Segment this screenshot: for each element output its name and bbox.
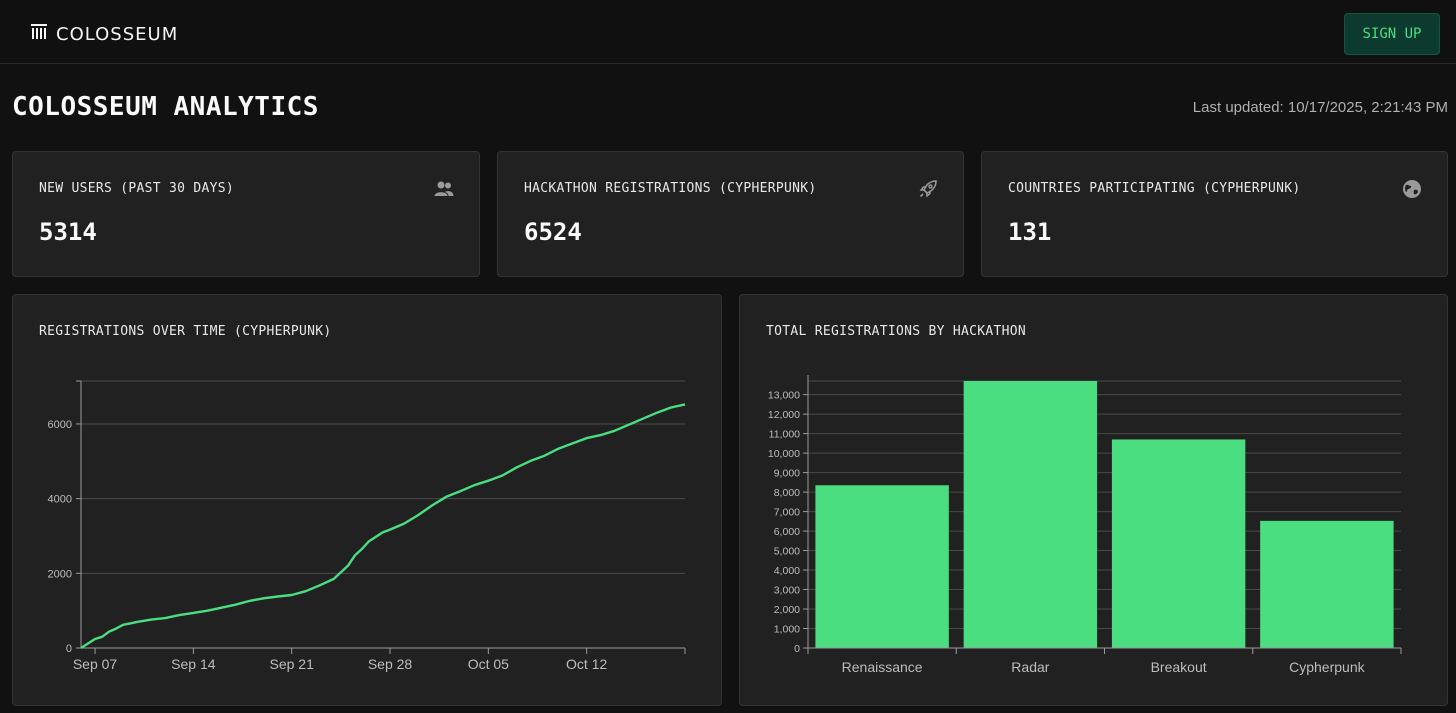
x-tick-label: Sep 07 (73, 656, 118, 672)
page-title: COLOSSEUM ANALYTICS (12, 92, 319, 122)
stat-value: 5314 (39, 218, 97, 246)
y-tick-label: 6000 (48, 419, 72, 431)
y-tick-label: 2,000 (774, 604, 800, 616)
globe-icon (1401, 178, 1423, 200)
x-tick-label: Cypherpunk (1289, 659, 1365, 675)
registrations-over-time-card: REGISTRATIONS OVER TIME (CYPHERPUNK) 0 20… (12, 294, 722, 706)
x-tick-label: Radar (1011, 659, 1049, 675)
y-tick-label: 12,000 (768, 409, 800, 421)
chart-title: REGISTRATIONS OVER TIME (CYPHERPUNK) (39, 324, 332, 339)
sign-up-button[interactable]: SIGN UP (1344, 13, 1440, 55)
y-tick-label: 6,000 (774, 526, 800, 538)
y-tick-label: 0 (66, 643, 72, 655)
y-tick-label: 2000 (48, 568, 72, 580)
y-tick-label: 1,000 (774, 624, 800, 636)
y-tick-label: 10,000 (768, 448, 800, 460)
colosseum-logo-icon (30, 23, 48, 46)
x-tick-label: Sep 14 (171, 656, 216, 672)
y-tick-label: 11,000 (769, 429, 800, 441)
logo-text: COLOSSEUM (56, 23, 179, 45)
total-registrations-card: TOTAL REGISTRATIONS BY HACKATHON 0 1,000 2… (739, 294, 1448, 706)
x-tick-label: Oct 12 (566, 656, 607, 672)
bar-chart: 0 1,000 2,000 3,000 4,000 5,000 6,000 7,000 8,00… (768, 375, 1402, 675)
series-line-registrations (80, 403, 686, 650)
rocket-icon (917, 178, 939, 200)
stat-label: HACKATHON REGISTRATIONS (CYPHERPUNK) (524, 181, 817, 196)
stat-value: 6524 (524, 218, 582, 246)
top-navbar: COLOSSEUM SIGN UP (0, 0, 1456, 64)
bar-cypherpunk (1260, 520, 1394, 648)
x-tick-label: Renaissance (842, 659, 923, 675)
stat-label: NEW USERS (PAST 30 DAYS) (39, 181, 235, 196)
y-tick-label: 5,000 (774, 546, 800, 558)
y-tick-label: 9,000 (774, 468, 800, 480)
y-tick-label: 3,000 (774, 585, 800, 597)
stat-card-countries: COUNTRIES PARTICIPATING (CYPHERPUNK) 131 (981, 151, 1448, 277)
users-icon (433, 178, 455, 200)
y-tick-label: 0 (794, 643, 800, 655)
x-tick-label: Sep 28 (368, 656, 413, 672)
x-tick-label: Oct 05 (468, 656, 509, 672)
stat-card-new-users: NEW USERS (PAST 30 DAYS) 5314 (12, 151, 480, 277)
y-tick-label: 7,000 (774, 507, 800, 519)
bar-renaissance (815, 485, 949, 648)
y-tick-label: 13,000 (768, 390, 800, 402)
stat-value: 131 (1008, 218, 1052, 246)
last-updated-text: Last updated: 10/17/2025, 2:21:43 PM (1192, 99, 1448, 116)
bar-radar (963, 381, 1098, 648)
bar-breakout (1111, 439, 1246, 648)
chart-title: TOTAL REGISTRATIONS BY HACKATHON (766, 324, 1027, 339)
y-tick-label: 8,000 (774, 487, 800, 499)
y-tick-label: 4000 (48, 494, 72, 506)
stat-label: COUNTRIES PARTICIPATING (CYPHERPUNK) (1008, 181, 1301, 196)
line-chart: 0 2000 4000 6000 Sep 07 Sep 14 Sep 21 Sep 28 Oct… (48, 380, 686, 672)
y-tick-label: 4,000 (774, 565, 800, 577)
logo[interactable]: COLOSSEUM (30, 22, 178, 46)
stat-card-registrations: HACKATHON REGISTRATIONS (CYPHERPUNK) 652… (497, 151, 964, 277)
x-tick-label: Sep 21 (270, 656, 315, 672)
x-tick-label: Breakout (1151, 659, 1207, 675)
